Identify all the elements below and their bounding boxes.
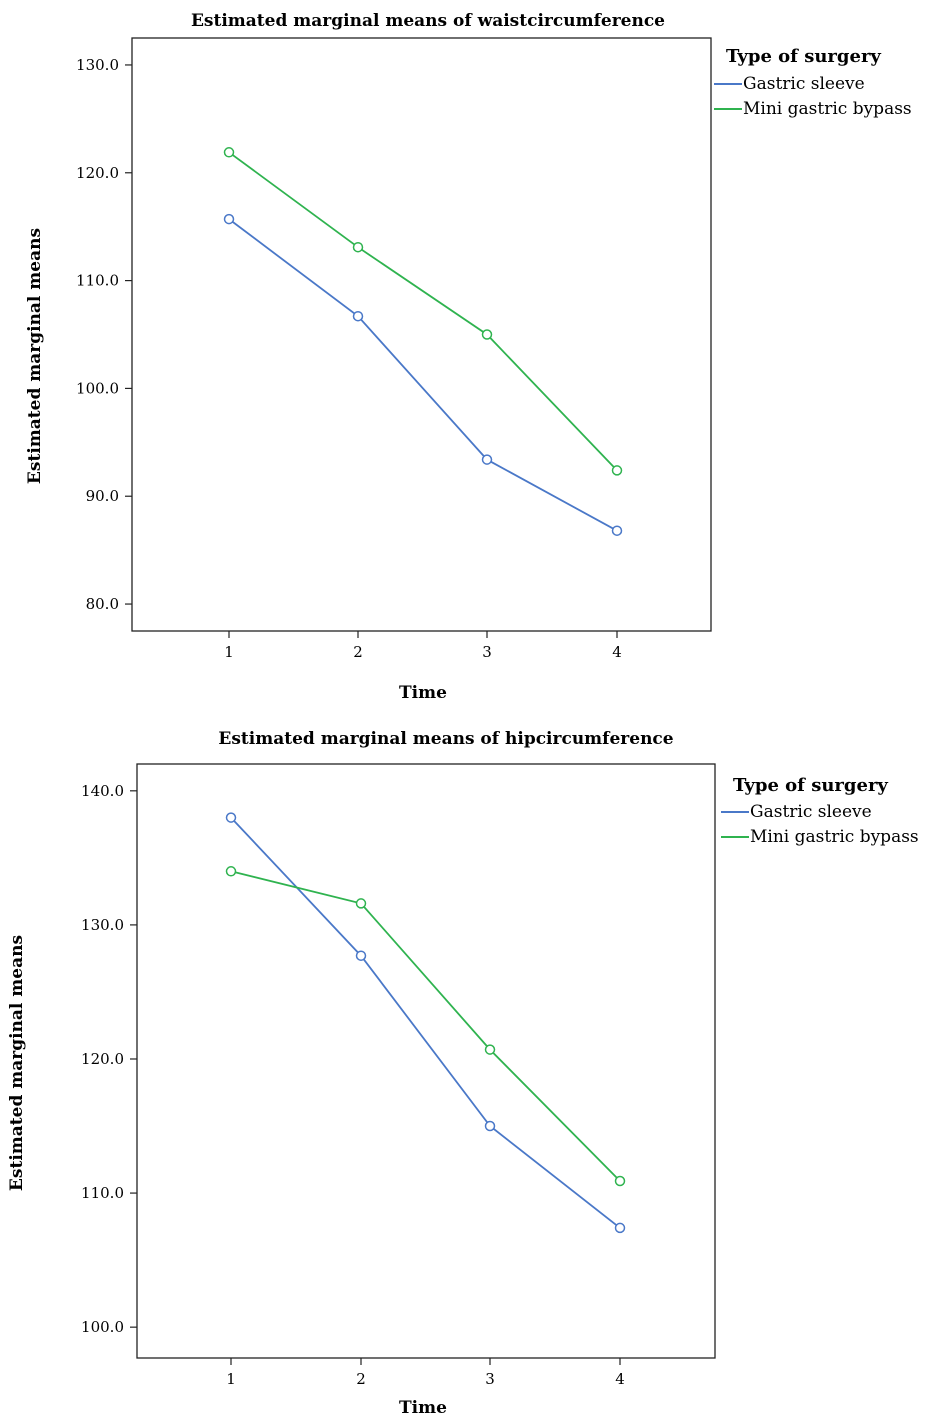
x-tick-label: 1 [226, 1370, 236, 1388]
x-tick-label: 2 [353, 643, 363, 661]
legend-title: Type of surgery [733, 775, 888, 796]
x-tick-label: 4 [612, 643, 622, 661]
x-tick-label: 1 [224, 643, 234, 661]
data-point-series-2 [484, 1044, 496, 1055]
x-tick-label: 3 [485, 1370, 495, 1388]
data-point-series-1 [355, 950, 367, 961]
data-point-series-1 [614, 1222, 626, 1234]
legend-item-label: Mini gastric bypass [743, 99, 912, 119]
plot-frame [136, 763, 716, 1359]
chart-title: Estimated marginal means of hipcircumfer… [218, 729, 673, 749]
x-tick-label: 2 [356, 1370, 366, 1388]
waist-circumference-chart: Estimated marginal means of waistcircumf… [25, 11, 912, 703]
legend-item-label: Gastric sleeve [743, 74, 865, 94]
data-point-series-1 [223, 213, 235, 225]
y-tick-label: 140.0 [81, 782, 124, 800]
y-tick-label: 100.0 [76, 379, 119, 397]
chart-title: Estimated marginal means of waistcircumf… [191, 11, 665, 31]
data-point-series-2 [352, 241, 364, 253]
plot-frame [131, 37, 712, 632]
x-axis-label: Time [399, 683, 447, 703]
data-point-series-2 [355, 898, 367, 909]
x-tick-label: 3 [482, 643, 492, 661]
data-point-series-1 [225, 812, 237, 823]
legend-title: Type of surgery [726, 46, 881, 67]
data-point-series-2 [614, 1175, 626, 1187]
y-tick-label: 130.0 [81, 916, 124, 934]
y-tick-label: 120.0 [81, 1050, 124, 1068]
data-point-series-1 [481, 454, 493, 465]
data-point-series-2 [225, 866, 237, 877]
legend-item-label: Mini gastric bypass [750, 827, 919, 847]
series-line-2 [228, 151, 618, 472]
data-point-series-1 [484, 1120, 496, 1132]
y-tick-label: 110.0 [76, 272, 119, 290]
data-point-series-2 [481, 329, 493, 340]
legend-item-label: Gastric sleeve [750, 802, 872, 822]
series-line-2 [230, 870, 621, 1182]
hip-circumference-chart: Estimated marginal means of hipcircumfer… [7, 729, 919, 1418]
y-tick-label: 80.0 [86, 595, 119, 613]
series-line-1 [230, 816, 621, 1229]
data-point-series-1 [611, 525, 623, 536]
data-point-series-1 [352, 310, 364, 322]
y-tick-label: 90.0 [86, 487, 119, 505]
y-axis-label: Estimated marginal means [7, 935, 27, 1191]
data-point-series-2 [611, 465, 623, 476]
y-tick-label: 130.0 [76, 56, 119, 74]
x-tick-label: 4 [615, 1370, 625, 1388]
y-tick-label: 120.0 [76, 164, 119, 182]
data-point-series-2 [223, 147, 235, 158]
y-axis-label: Estimated marginal means [25, 228, 45, 484]
series-line-1 [228, 218, 618, 532]
y-tick-label: 100.0 [81, 1318, 124, 1336]
y-tick-label: 110.0 [81, 1184, 124, 1202]
x-axis-label: Time [399, 1398, 447, 1418]
